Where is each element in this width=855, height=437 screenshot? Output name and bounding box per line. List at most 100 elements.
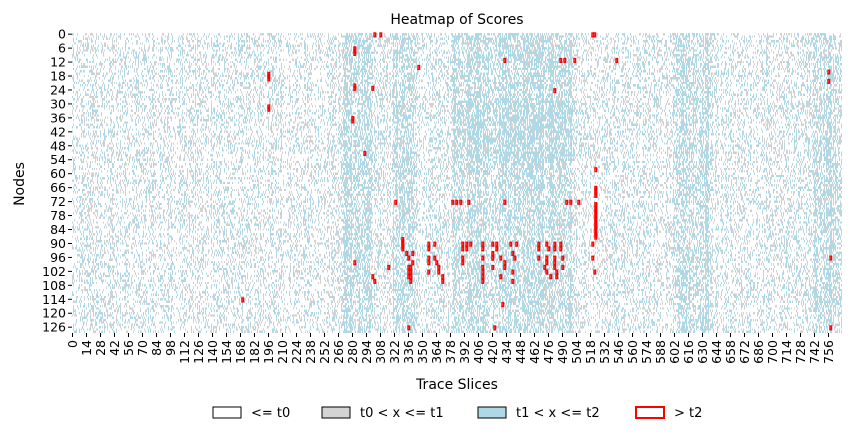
- level3-cell: [455, 199, 459, 205]
- x-tick-label: 350: [415, 340, 430, 364]
- x-tick-label: 420: [485, 340, 500, 364]
- x-tick-label: 476: [541, 340, 556, 364]
- x-tick-label: 378: [443, 340, 458, 364]
- x-tick-label: 532: [597, 340, 612, 364]
- x-tick-label: 224: [289, 340, 304, 364]
- level3-cell: [437, 264, 441, 270]
- level3-cell: [409, 278, 413, 284]
- level3-cell: [829, 325, 833, 331]
- x-tick-label: 742: [807, 340, 822, 364]
- level3-cell: [441, 274, 445, 280]
- level3-cell: [407, 255, 411, 261]
- level3-cell: [553, 241, 557, 247]
- x-tick-label: 56: [121, 340, 136, 356]
- level3-cell: [593, 32, 597, 38]
- x-tick-label: 756: [821, 340, 836, 364]
- y-tick-label: 36: [50, 110, 66, 125]
- level3-cell: [241, 297, 245, 303]
- y-tick-label: 12: [50, 55, 66, 70]
- level3-cell: [409, 264, 413, 270]
- heatmap-cells-image: [72, 33, 842, 333]
- level3-cell: [827, 69, 831, 75]
- y-tick-label: 66: [50, 180, 66, 195]
- level3-cell: [379, 32, 383, 38]
- level3-cell: [373, 32, 377, 38]
- level3-cell: [411, 260, 415, 266]
- level3-cell: [427, 255, 431, 261]
- x-tick-label: 98: [163, 340, 178, 356]
- level3-cell: [491, 255, 495, 261]
- level3-cell: [401, 246, 405, 252]
- level3-cell: [553, 264, 557, 270]
- level3-cell: [469, 241, 473, 247]
- x-tick-label: 0: [65, 340, 80, 348]
- x-tick-label: 630: [695, 340, 710, 364]
- level3-cell: [491, 250, 495, 257]
- y-tick-label: 108: [42, 278, 66, 293]
- level3-cell: [371, 85, 375, 91]
- x-axis-ticks: 0 14 28 42 56 70 84 98 112 126 140 154 168 182 196 210 2…: [65, 333, 836, 364]
- legend-label: t0 < x <= t1: [360, 406, 444, 421]
- level3-cell: [353, 85, 357, 91]
- level3-cell: [545, 255, 549, 261]
- x-tick-label: 504: [569, 340, 584, 364]
- level3-cell: [577, 199, 581, 205]
- y-tick-label: 72: [50, 194, 66, 209]
- legend-entry: > t2: [635, 406, 702, 421]
- legend-swatch: [212, 406, 242, 419]
- level3-cell: [461, 255, 465, 261]
- y-tick-label: 48: [50, 138, 66, 153]
- x-tick-label: 672: [737, 340, 752, 364]
- x-tick-label: 308: [373, 340, 388, 364]
- x-tick-label: 294: [359, 340, 374, 364]
- level3-cell: [481, 246, 485, 252]
- x-tick-label: 658: [723, 340, 738, 364]
- level3-cell: [465, 246, 469, 252]
- level3-cell: [499, 255, 503, 261]
- level3-cell: [553, 88, 557, 94]
- level3-cell: [511, 250, 515, 257]
- level3-cell: [537, 246, 541, 252]
- level3-cell: [481, 269, 485, 275]
- x-tick-label: 28: [93, 340, 108, 356]
- level3-cell: [503, 260, 507, 266]
- level3-cell: [394, 199, 398, 205]
- level3-cell: [545, 269, 549, 275]
- x-tick-label: 588: [653, 340, 668, 364]
- x-tick-label: 644: [709, 340, 724, 364]
- x-tick-label: 560: [625, 340, 640, 364]
- level3-cell: [427, 260, 431, 266]
- x-tick-label: 490: [555, 340, 570, 364]
- level3-cell: [427, 246, 431, 252]
- level3-cell: [513, 255, 517, 261]
- x-tick-label: 322: [387, 340, 402, 364]
- level3-cell: [407, 325, 411, 331]
- level3-cell: [515, 241, 519, 247]
- x-tick-label: 728: [793, 340, 808, 364]
- level3-cell: [553, 260, 557, 266]
- y-tick-label: 6: [58, 41, 66, 56]
- y-tick-label: 90: [50, 236, 66, 251]
- y-tick-label: 24: [50, 82, 66, 97]
- x-tick-label: 168: [233, 340, 248, 364]
- chart-title: Heatmap of Scores: [390, 12, 523, 28]
- x-tick-label: 714: [779, 340, 794, 364]
- x-tick-label: 112: [177, 340, 192, 364]
- legend-label: <= t0: [251, 406, 290, 421]
- level3-cell: [549, 274, 553, 280]
- legend-entry: t0 < x <= t1: [321, 406, 444, 421]
- y-tick-label: 30: [50, 96, 66, 111]
- level3-cell: [594, 234, 598, 240]
- level3-cell: [467, 199, 471, 205]
- x-tick-label: 700: [765, 340, 780, 364]
- legend-entry: <= t0: [212, 406, 290, 421]
- level3-cell: [409, 269, 413, 275]
- y-tick-label: 54: [50, 152, 66, 167]
- y-tick-label: 84: [50, 222, 66, 237]
- x-tick-label: 574: [639, 340, 654, 364]
- x-tick-label: 196: [261, 340, 276, 364]
- level3-cell: [559, 57, 563, 64]
- level3-cell: [591, 255, 595, 261]
- level3-cell: [495, 241, 499, 247]
- y-tick-label: 60: [50, 166, 66, 181]
